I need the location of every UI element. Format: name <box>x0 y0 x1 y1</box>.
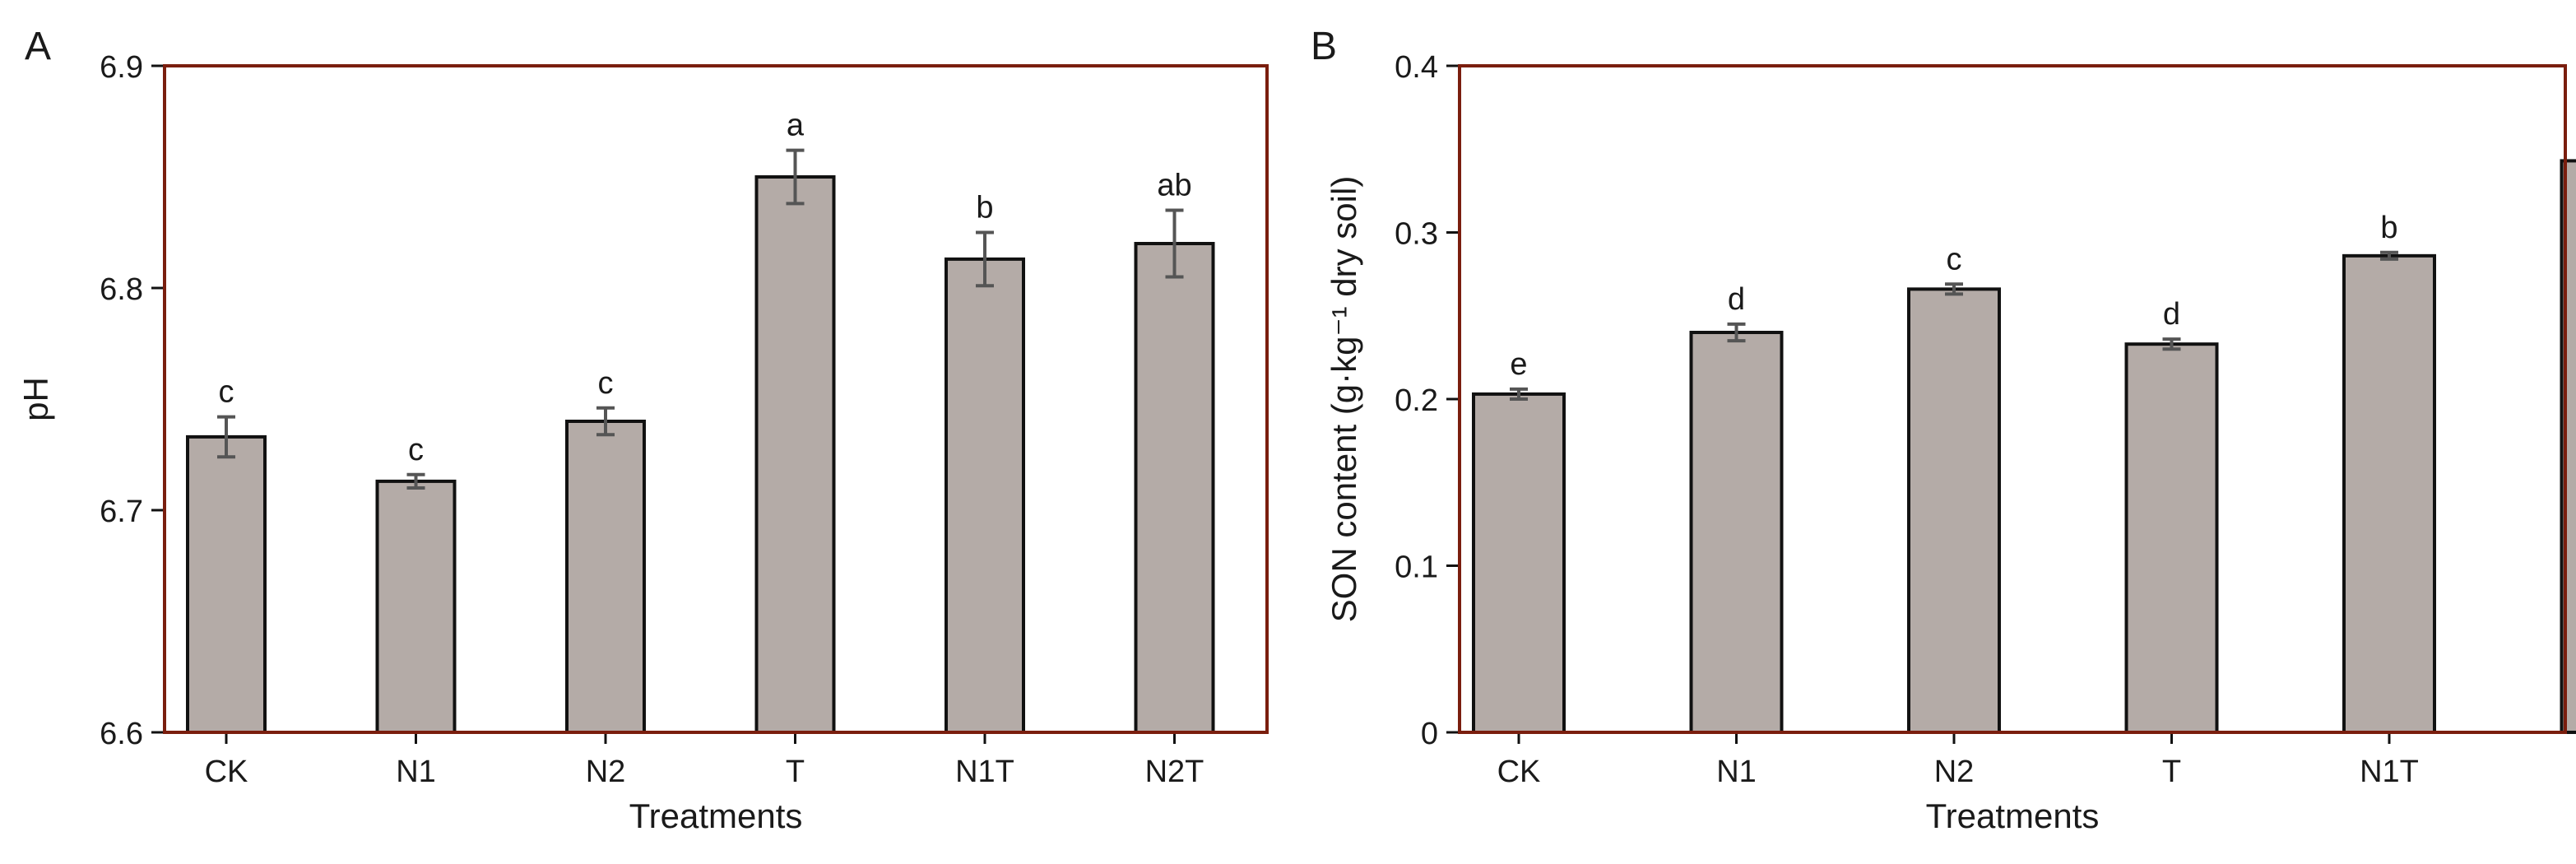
panel-b-label: B <box>1311 25 1337 68</box>
panel-a-bar-n1 <box>375 479 457 735</box>
panel-a-x-tick-label: N2T <box>1145 755 1204 789</box>
panel-b-y-tick-label: 0.3 <box>1395 217 1438 252</box>
panel-a-x-tick-label: CK <box>205 755 248 789</box>
panel-b-bar-n2 <box>1907 287 2001 735</box>
panel-b-bar-ck <box>1472 392 1566 734</box>
panel-b-x-axis-title: Treatments <box>1926 797 2100 835</box>
panel-a-bar-n2 <box>565 420 646 734</box>
panel-a-x-tick-label: N2 <box>586 755 626 789</box>
panel-a-significance-letter: ab <box>1157 169 1191 203</box>
panel-a-significance-letter: a <box>787 109 805 143</box>
panel-a-significance-letter: c <box>219 375 234 410</box>
panel-b-significance-letter: c <box>1947 242 1962 276</box>
panel-b-plot-frame <box>1458 64 2567 734</box>
panel-a-significance-letter: b <box>976 191 993 225</box>
panel-a-x-axis-title: Treatments <box>629 797 803 835</box>
panel-b-x-tick-label: T <box>2162 755 2181 789</box>
panel-b-y-tick-label: 0.1 <box>1395 550 1438 585</box>
panel-b-x-tick-label: N1 <box>1716 755 1757 789</box>
panel-a-bar-n2t <box>1134 242 1215 734</box>
panel-a-significance-letter: c <box>408 433 424 467</box>
panel-a-y-tick-label: 6.7 <box>100 495 143 529</box>
panel-b-y-tick-label: 0.4 <box>1395 50 1438 85</box>
panel-a-x-tick-label: N1 <box>396 755 436 789</box>
panel-b-bar-n1t <box>2342 253 2436 735</box>
panel-a-x-tick-label: N1T <box>955 755 1014 789</box>
panel-b-significance-letter: d <box>1728 282 1745 317</box>
panel-a-plot-frame <box>163 64 1269 734</box>
panel-b-bar-t <box>2124 342 2219 734</box>
panel-a-y-axis-title: pH <box>16 377 55 421</box>
panel-b-y-tick-label: 0 <box>1421 717 1438 751</box>
panel-b-x-tick-label: N1T <box>2360 755 2419 789</box>
panel-a-x-tick-label: T <box>786 755 805 789</box>
panel-b-significance-letter: b <box>2380 211 2397 245</box>
panel-a-label: A <box>25 25 51 68</box>
panel-a-bar-n1t <box>945 257 1025 734</box>
panel-a-bar-ck <box>186 434 267 735</box>
panel-a-significance-letter: c <box>598 366 614 401</box>
panel-b-y-axis-title: SON content (g·kg⁻¹ dry soil) <box>1325 176 1363 623</box>
panel-b-bar-n1 <box>1689 331 1784 734</box>
panel-b-significance-letter: e <box>1510 347 1527 382</box>
panel-b-y-tick-label: 0.2 <box>1395 383 1438 418</box>
panel-b-x-tick-label: N2 <box>1934 755 1975 789</box>
panel-b-x-tick-label: CK <box>1497 755 1541 789</box>
panel-a-y-tick-label: 6.9 <box>100 50 143 85</box>
panel-b-significance-letter: d <box>2163 297 2180 332</box>
panel-a-y-tick-label: 6.8 <box>100 272 143 307</box>
panel-a-y-tick-label: 6.6 <box>100 717 143 751</box>
panel-a-bar-t <box>754 175 836 734</box>
